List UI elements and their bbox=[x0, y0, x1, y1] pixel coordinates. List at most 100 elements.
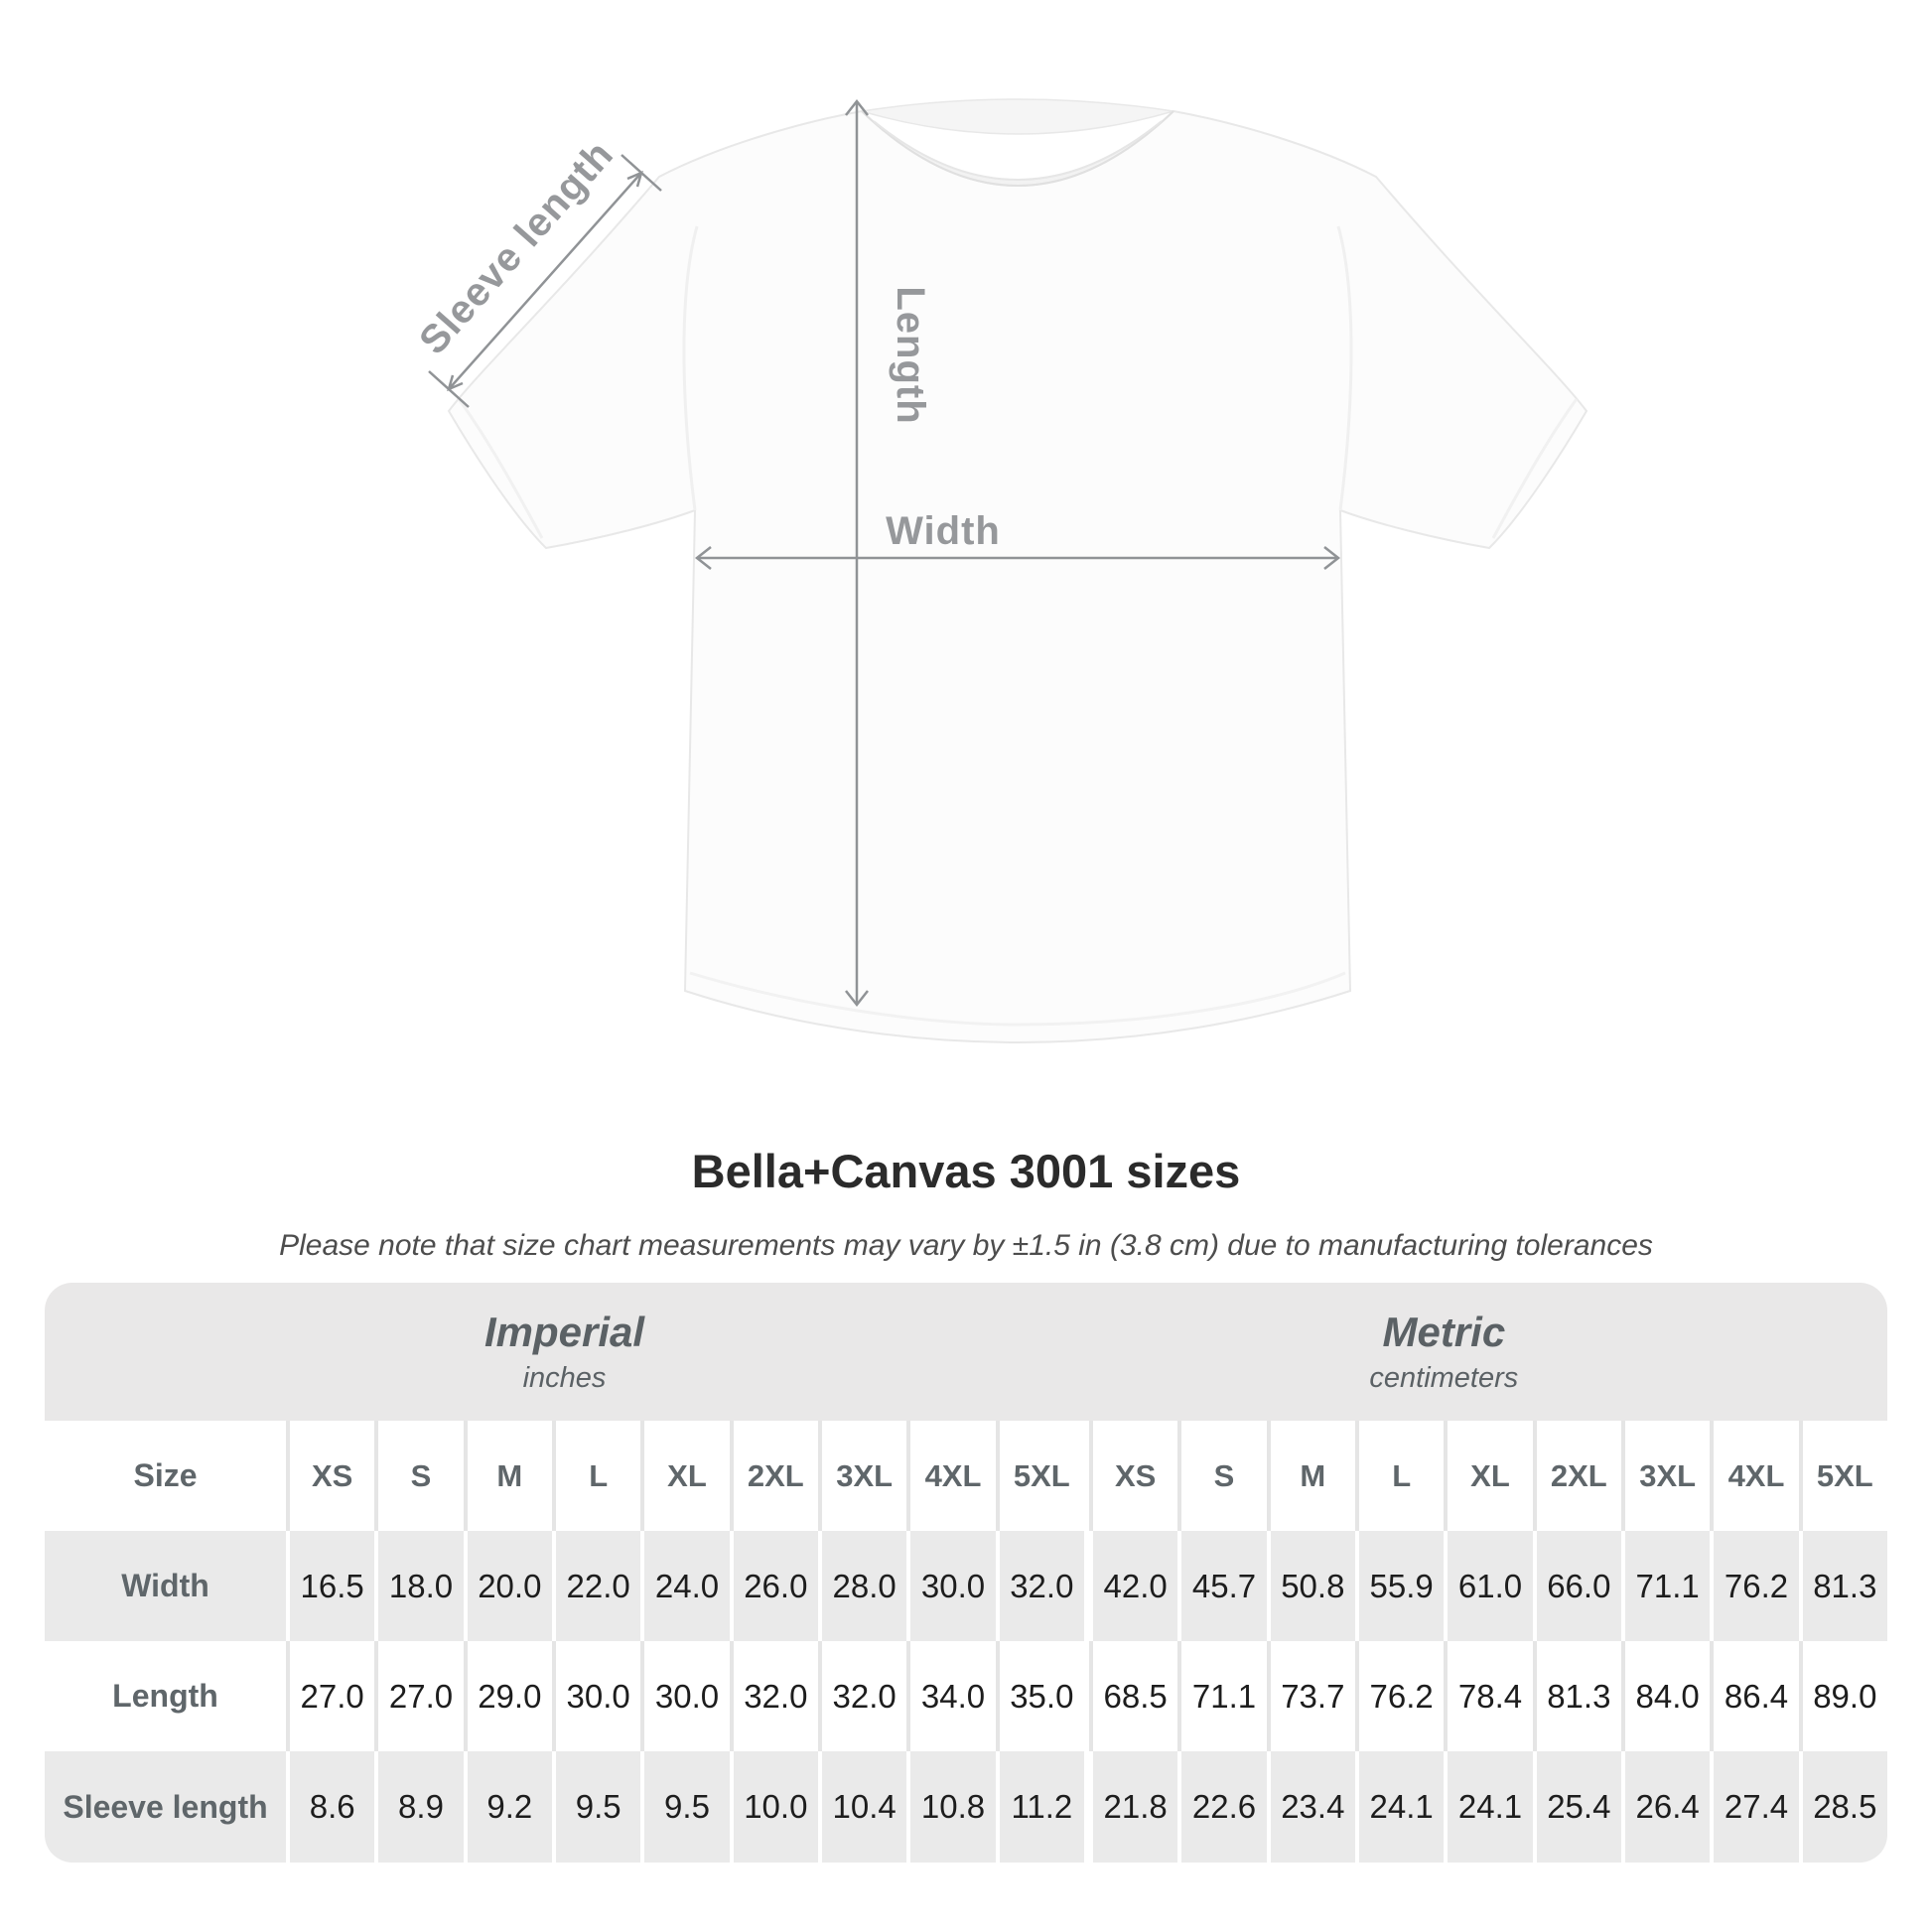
measurement-cell: 81.3 bbox=[1798, 1531, 1887, 1641]
size-header-row: Size XS S M L XL 2XL 3XL 4XL 5XL XS S M L XL 2XL 3XL 4XL 5… bbox=[45, 1421, 1887, 1531]
size-table: Imperial inches Metric centimeters Size X… bbox=[45, 1283, 1887, 1863]
measurement-cell: 22.0 bbox=[552, 1531, 641, 1641]
measurement-cell: 22.6 bbox=[1177, 1751, 1267, 1863]
size-col-header: 3XL bbox=[1621, 1421, 1711, 1531]
dimension-arrows bbox=[428, 98, 1341, 1008]
measurement-cell: 24.1 bbox=[1444, 1751, 1533, 1863]
size-col-header: XS bbox=[1089, 1421, 1178, 1531]
size-col-header: XL bbox=[640, 1421, 730, 1531]
measurement-cell: 16.5 bbox=[286, 1531, 375, 1641]
size-col-header: S bbox=[1177, 1421, 1267, 1531]
row-label: Width bbox=[45, 1531, 286, 1641]
size-col-header: 4XL bbox=[1710, 1421, 1799, 1531]
measurement-cell: 73.7 bbox=[1266, 1641, 1355, 1751]
measurement-cell: 32.0 bbox=[729, 1641, 818, 1751]
measurement-cell: 89.0 bbox=[1798, 1641, 1887, 1751]
measurement-cell: 30.0 bbox=[906, 1531, 996, 1641]
table-row: Sleeve length 8.6 8.9 9.2 9.5 9.5 10.0 10.4 10.8… bbox=[45, 1751, 1887, 1863]
size-col-header: L bbox=[552, 1421, 641, 1531]
measurement-cell: 20.0 bbox=[463, 1531, 552, 1641]
measurement-cell: 76.2 bbox=[1355, 1641, 1445, 1751]
size-col-header: 4XL bbox=[906, 1421, 996, 1531]
sleeve-length-arrow bbox=[428, 154, 662, 408]
measurement-cell: 8.9 bbox=[374, 1751, 464, 1863]
size-col-header: 5XL bbox=[995, 1421, 1084, 1531]
measurement-cell: 26.0 bbox=[729, 1531, 818, 1641]
metric-unit: centimeters bbox=[1369, 1362, 1519, 1394]
measurement-cell: 81.3 bbox=[1532, 1641, 1621, 1751]
imperial-title: Imperial bbox=[483, 1309, 645, 1355]
row-label: Sleeve length bbox=[45, 1751, 286, 1863]
metric-header: Metric centimeters bbox=[1089, 1283, 1799, 1421]
measurement-cell: 9.5 bbox=[552, 1751, 641, 1863]
measurement-cell: 27.4 bbox=[1710, 1751, 1799, 1863]
measurement-cell: 50.8 bbox=[1266, 1531, 1355, 1641]
measurement-cell: 23.4 bbox=[1266, 1751, 1355, 1863]
table-rows: Size XS S M L XL 2XL 3XL 4XL 5XL XS S M L XL 2XL 3XL 4XL 5… bbox=[45, 1421, 1887, 1863]
measurement-cell: 9.5 bbox=[640, 1751, 730, 1863]
measurement-cell: 30.0 bbox=[640, 1641, 730, 1751]
measurement-cell: 71.1 bbox=[1177, 1641, 1267, 1751]
measurement-cell: 34.0 bbox=[906, 1641, 996, 1751]
measurement-cell: 66.0 bbox=[1532, 1531, 1621, 1641]
size-col-header: 2XL bbox=[1532, 1421, 1621, 1531]
length-arrow bbox=[845, 98, 869, 1008]
length-label: Length bbox=[889, 286, 932, 424]
measurement-cell: 45.7 bbox=[1177, 1531, 1267, 1641]
measurement-cell: 84.0 bbox=[1621, 1641, 1711, 1751]
measurement-cell: 78.4 bbox=[1444, 1641, 1533, 1751]
measurement-cell: 35.0 bbox=[995, 1641, 1084, 1751]
measurement-cell: 86.4 bbox=[1710, 1641, 1799, 1751]
measurement-cell: 30.0 bbox=[552, 1641, 641, 1751]
measurement-cell: 76.2 bbox=[1710, 1531, 1799, 1641]
measurement-cell: 29.0 bbox=[463, 1641, 552, 1751]
measurement-cell: 71.1 bbox=[1621, 1531, 1711, 1641]
size-col-header: L bbox=[1355, 1421, 1445, 1531]
table-row: Width 16.5 18.0 20.0 22.0 24.0 26.0 28.0 30.0 32.… bbox=[45, 1531, 1887, 1641]
imperial-header: Imperial inches bbox=[45, 1283, 1084, 1421]
size-col-header: XS bbox=[286, 1421, 375, 1531]
imperial-unit: inches bbox=[522, 1362, 607, 1394]
measurement-cell: 9.2 bbox=[463, 1751, 552, 1863]
tolerance-note: Please note that size chart measurements… bbox=[279, 1229, 1653, 1262]
size-col-header: M bbox=[463, 1421, 552, 1531]
size-col-header: XL bbox=[1444, 1421, 1533, 1531]
width-arrow bbox=[694, 546, 1341, 570]
size-column-header: Size bbox=[45, 1421, 286, 1531]
measurement-cell: 61.0 bbox=[1444, 1531, 1533, 1641]
measurement-cell: 21.8 bbox=[1089, 1751, 1178, 1863]
measurement-cell: 68.5 bbox=[1089, 1641, 1178, 1751]
measurement-cell: 42.0 bbox=[1089, 1531, 1178, 1641]
size-col-header: M bbox=[1266, 1421, 1355, 1531]
measurement-cell: 11.2 bbox=[995, 1751, 1084, 1863]
measurement-cell: 10.8 bbox=[906, 1751, 996, 1863]
measurement-cell: 27.0 bbox=[374, 1641, 464, 1751]
size-col-header: 3XL bbox=[818, 1421, 907, 1531]
page-title: Bella+Canvas 3001 sizes bbox=[691, 1145, 1241, 1197]
size-col-header: S bbox=[374, 1421, 464, 1531]
row-label: Length bbox=[45, 1641, 286, 1751]
tshirt-illustration bbox=[447, 98, 1588, 1044]
measurement-cell: 8.6 bbox=[286, 1751, 375, 1863]
measurement-cell: 28.0 bbox=[818, 1531, 907, 1641]
measurement-cell: 25.4 bbox=[1532, 1751, 1621, 1863]
table-row: Length 27.0 27.0 29.0 30.0 30.0 32.0 32.0 34.0 35… bbox=[45, 1641, 1887, 1751]
measurement-cell: 26.4 bbox=[1621, 1751, 1711, 1863]
measurement-cell: 10.0 bbox=[729, 1751, 818, 1863]
tshirt-diagram: Sleeve length Length Width bbox=[411, 98, 1588, 1044]
measurement-cell: 27.0 bbox=[286, 1641, 375, 1751]
size-col-header: 5XL bbox=[1798, 1421, 1887, 1531]
measurement-cell: 55.9 bbox=[1355, 1531, 1445, 1641]
measurement-cell: 32.0 bbox=[995, 1531, 1084, 1641]
measurement-cell: 10.4 bbox=[818, 1751, 907, 1863]
measurement-cell: 24.1 bbox=[1355, 1751, 1445, 1863]
size-col-header: 2XL bbox=[729, 1421, 818, 1531]
measurement-cell: 28.5 bbox=[1798, 1751, 1887, 1863]
measurement-cell: 18.0 bbox=[374, 1531, 464, 1641]
width-label: Width bbox=[886, 509, 1001, 553]
measurement-cell: 24.0 bbox=[640, 1531, 730, 1641]
measurement-cell: 32.0 bbox=[818, 1641, 907, 1751]
metric-title: Metric bbox=[1382, 1309, 1506, 1355]
unit-header-band: Imperial inches Metric centimeters bbox=[45, 1283, 1887, 1421]
